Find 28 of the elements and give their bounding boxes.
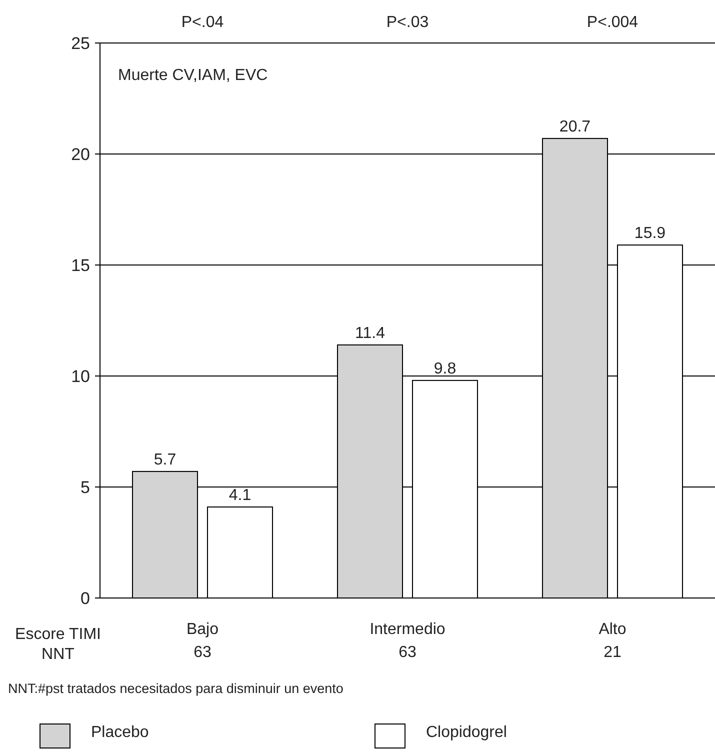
data-label: 15.9 (634, 225, 666, 242)
bar (207, 506, 273, 598)
x-tick-label: Bajo (186, 621, 219, 638)
x-axis-title: Escore TIMI (15, 626, 101, 643)
text: P<.03 (386, 14, 429, 31)
data-label: 9.8 (434, 360, 456, 378)
text: P<.04 (181, 14, 224, 31)
legend-label: Clopidogrel (426, 724, 507, 741)
y-tick-label: 10 (71, 366, 90, 386)
text: P<.004 (586, 14, 638, 31)
text: NNT (42, 646, 75, 663)
y-tick-label: 25 (71, 34, 90, 53)
y-tick-label: 15 (71, 256, 90, 275)
text: 63 (194, 644, 212, 661)
data-label: 20.7 (559, 118, 591, 136)
y-tick-label: 5 (80, 478, 90, 497)
text: 21 (604, 644, 622, 661)
data-label: 5.7 (154, 451, 176, 468)
y-tick-label: 20 (71, 144, 90, 164)
text: 63 (398, 644, 416, 661)
data-label: 11.4 (355, 324, 386, 342)
x-tick-label: Intermedio (370, 621, 446, 638)
text: NNT:#pst tratados necesitados para disminuir un evento (8, 681, 344, 696)
data-label: 4.1 (228, 486, 252, 504)
x-tick-label: Alto (598, 621, 626, 638)
y-tick-label: 0 (80, 588, 90, 608)
legend-label: Placebo (91, 724, 149, 741)
annotation: Muerte CV,IAM, EVC (118, 67, 268, 84)
